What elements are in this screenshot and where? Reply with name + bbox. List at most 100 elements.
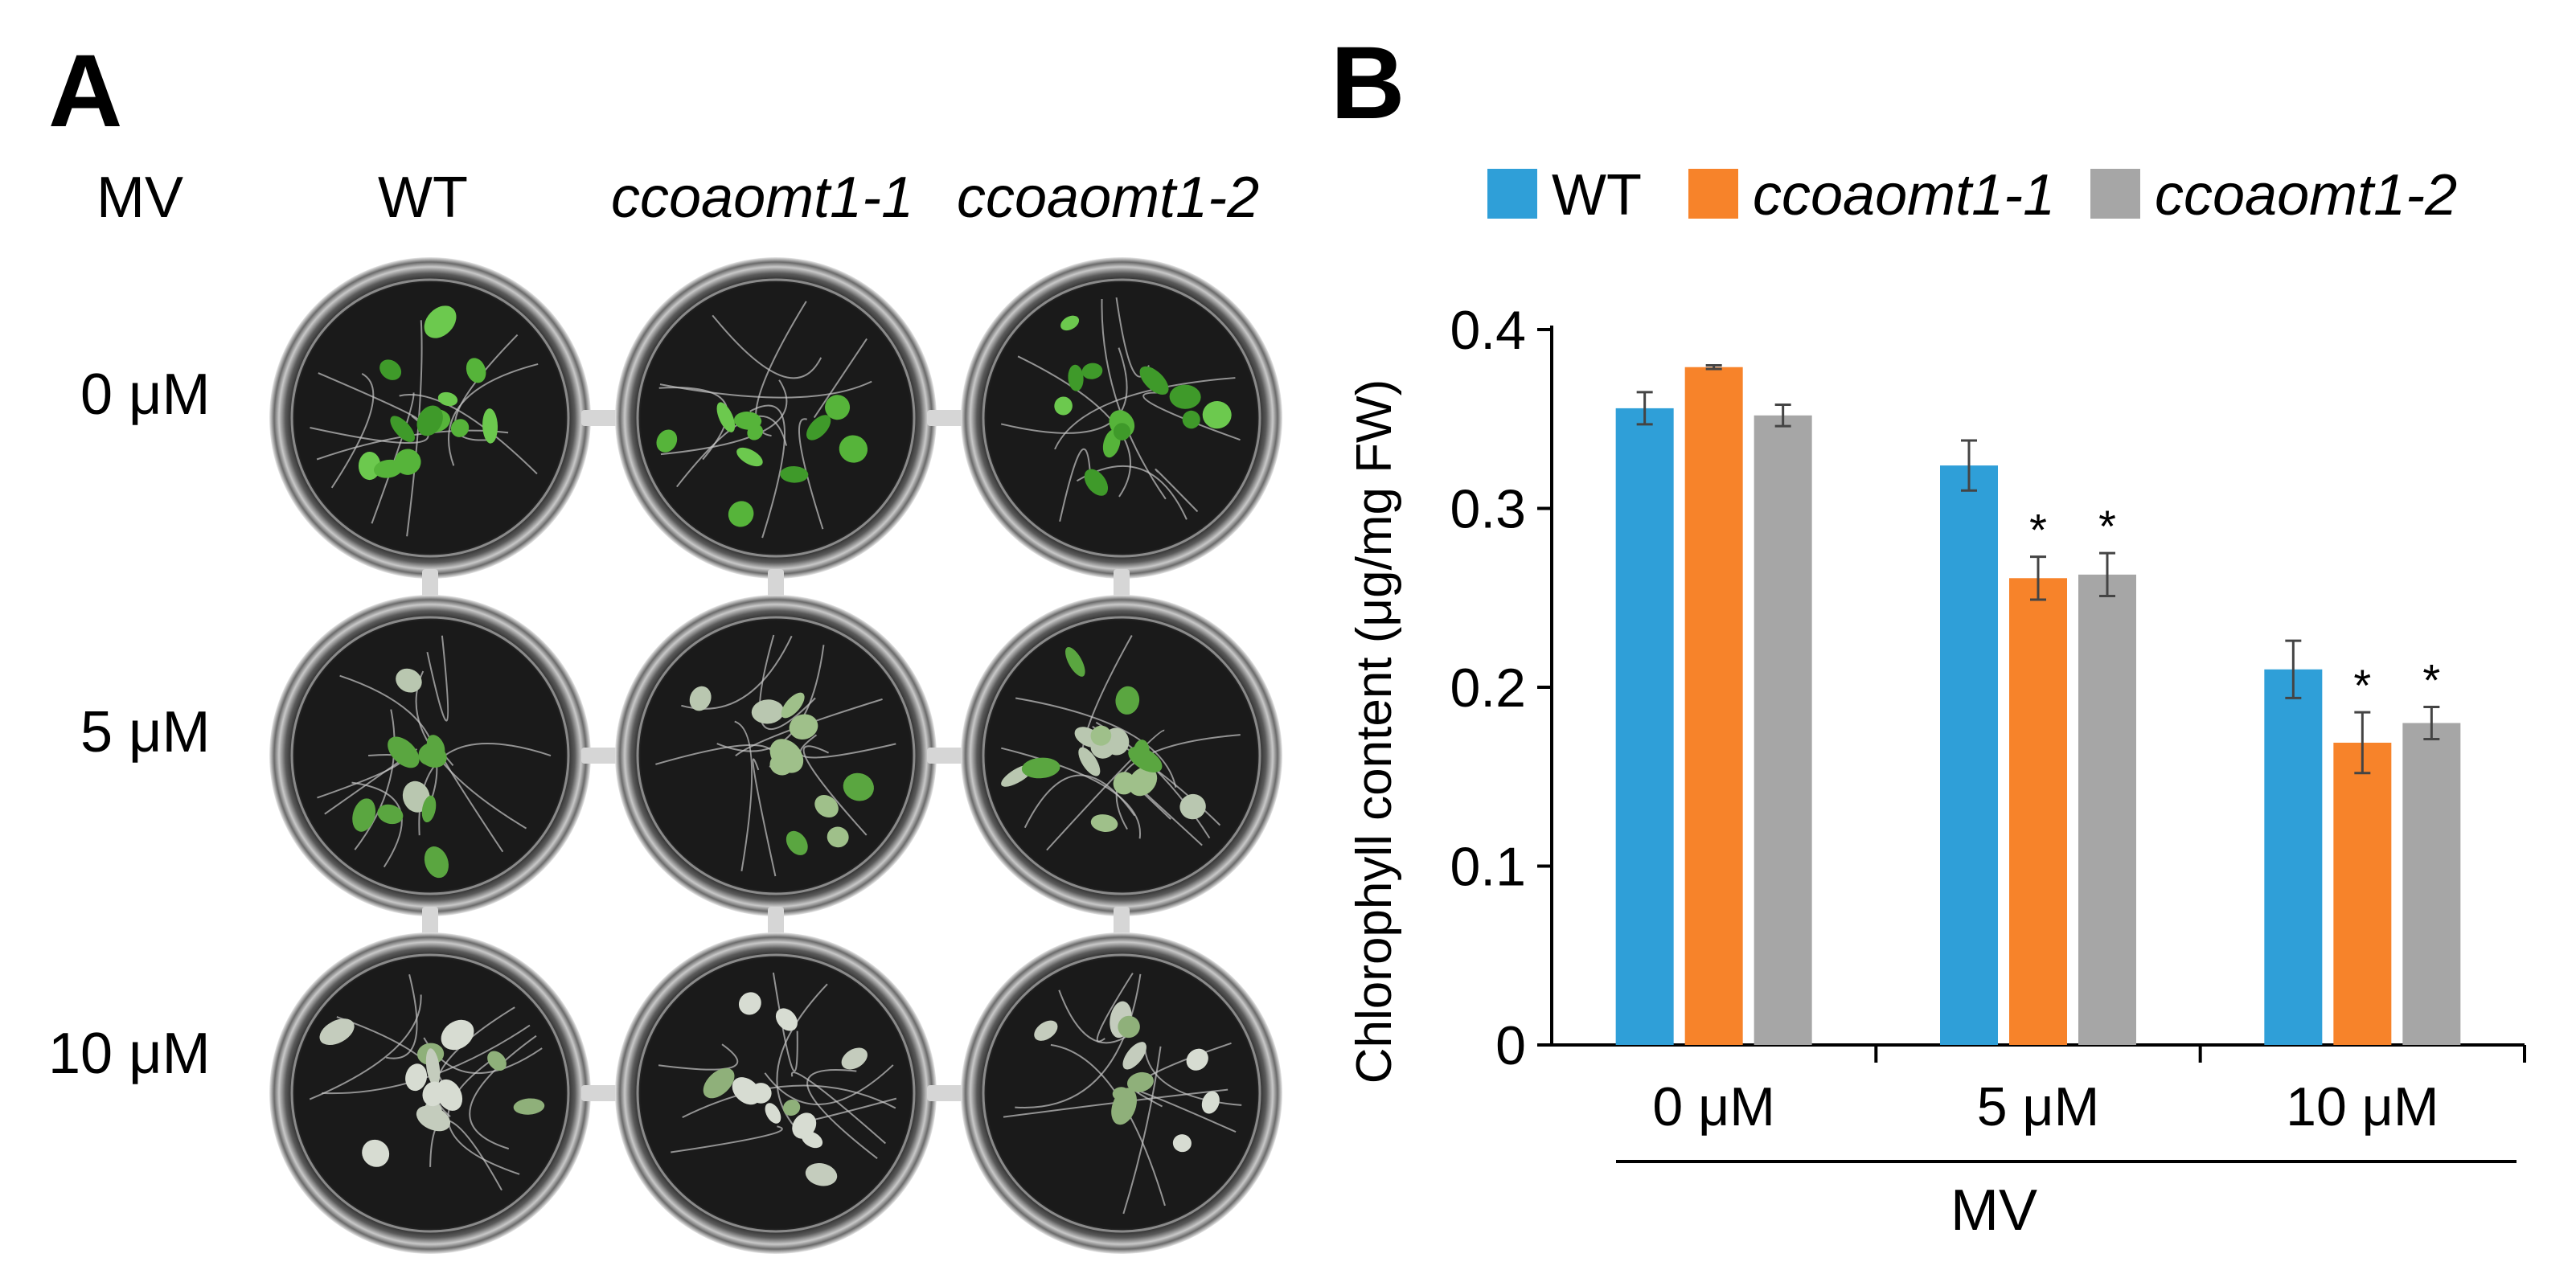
seedling-leaf xyxy=(1090,725,1112,746)
group-label-mv: MV xyxy=(1950,1178,2037,1243)
plate-clip xyxy=(581,748,625,764)
seedling-leaf xyxy=(1034,1020,1058,1041)
seedling-root xyxy=(799,734,896,759)
seedling-root xyxy=(659,380,872,399)
seedling-root xyxy=(660,379,788,456)
seedling-root xyxy=(716,645,825,752)
seedling-root xyxy=(1058,989,1129,1044)
bar xyxy=(2402,723,2461,1045)
x-category-label: 10 μM xyxy=(2286,1076,2439,1137)
seedling-root xyxy=(1101,298,1167,500)
x-category-label: 0 μM xyxy=(1652,1076,1775,1137)
seedling-root xyxy=(1096,973,1134,1043)
petri-plate xyxy=(269,257,591,579)
seedling-root xyxy=(434,1006,515,1117)
seedling-root xyxy=(671,1125,783,1153)
seedling-leaf xyxy=(751,699,785,724)
bar xyxy=(1615,408,1674,1045)
seedling-leaf xyxy=(388,736,420,768)
seedling-root xyxy=(354,709,396,850)
seedling-leaf xyxy=(703,1067,735,1099)
seedling-leaf xyxy=(749,1083,772,1104)
seedling-root xyxy=(776,983,828,1135)
seedling-leaf xyxy=(1090,814,1118,832)
x-category-label: 5 μM xyxy=(1977,1076,2100,1137)
petri-plate xyxy=(961,257,1282,579)
significance-asterisk: * xyxy=(2353,660,2371,711)
seedling-leaf xyxy=(806,415,831,440)
seedling-leaf xyxy=(425,1048,441,1087)
seedling-leaf xyxy=(656,429,678,453)
row-label-10uM: 10 μM xyxy=(48,1022,211,1086)
seedling-leaf xyxy=(424,1101,442,1119)
seedling-root xyxy=(1142,391,1241,441)
plate-clip xyxy=(581,1085,625,1101)
seedling-root xyxy=(752,758,777,877)
seedling-leaf xyxy=(1113,423,1131,440)
seedling-root xyxy=(1144,1048,1242,1106)
seedling-root xyxy=(351,781,403,868)
seedling-leaf xyxy=(716,402,736,432)
petri-plate xyxy=(269,932,591,1254)
seedling-leaf xyxy=(1112,1087,1130,1101)
seedling-leaf xyxy=(402,780,430,813)
seedling-leaf xyxy=(825,395,851,420)
mv-header-label: MV xyxy=(96,166,183,230)
seedling-root xyxy=(802,745,868,836)
seedling-leaf xyxy=(1021,757,1060,779)
seedling-leaf xyxy=(843,772,874,801)
seedling-leaf xyxy=(782,1099,801,1116)
petri-plate xyxy=(269,595,591,916)
row-label-0uM: 0 μM xyxy=(80,363,211,427)
seedling-leaf xyxy=(1126,1071,1154,1092)
seedling-leaf xyxy=(1115,686,1140,715)
seedling-root xyxy=(386,974,418,1059)
seedling-root xyxy=(682,1084,896,1119)
petri-plate xyxy=(615,595,937,916)
seedling-leaf xyxy=(1118,1015,1140,1039)
seedling-root xyxy=(330,373,375,489)
seedling-leaf xyxy=(765,1103,781,1124)
seedling-leaf xyxy=(1182,410,1200,429)
seedling-leaf xyxy=(1169,384,1201,409)
seedling-leaf xyxy=(1139,366,1169,395)
seedling-leaf xyxy=(450,419,470,437)
seedling-root xyxy=(758,634,816,731)
genotype-header-wt: WT xyxy=(378,166,468,230)
seedling-root xyxy=(1059,448,1091,522)
seedling-leaf xyxy=(482,408,498,444)
y-tick-label: 0.1 xyxy=(1450,837,1526,898)
chart-legend: WT ccoaomt1-1 ccoaomt1-2 xyxy=(1487,163,2457,227)
seedling-leaf xyxy=(747,424,763,440)
petri-plate xyxy=(615,257,937,579)
seedling-root xyxy=(1115,734,1241,830)
seedling-root xyxy=(1134,1089,1237,1133)
seedling-leaf xyxy=(1122,1042,1146,1070)
y-tick-label: 0.2 xyxy=(1450,658,1526,719)
bar xyxy=(1754,415,1812,1045)
seedling-leaf xyxy=(801,1131,823,1149)
seedling-leaf xyxy=(1186,1048,1208,1071)
seedling-leaf xyxy=(786,830,808,855)
seedling-leaf xyxy=(780,465,809,483)
bar xyxy=(2264,669,2323,1045)
bar xyxy=(2009,578,2067,1045)
seedling-root xyxy=(1122,1046,1162,1215)
seedling-root xyxy=(426,635,449,722)
seedling-leaf xyxy=(1202,400,1232,429)
seedling-leaf xyxy=(814,795,839,818)
y-tick-label: 0 xyxy=(1495,1015,1526,1076)
seedling-leaf xyxy=(1068,364,1084,391)
seedling-leaf xyxy=(418,743,441,765)
seedling-leaf xyxy=(1113,772,1136,795)
seedling-leaf xyxy=(805,1163,838,1186)
seedling-leaf xyxy=(362,1139,390,1167)
legend-swatch-ccoaomt1-1 xyxy=(1688,169,1738,219)
seedling-root xyxy=(798,418,824,530)
seedling-leaf xyxy=(1084,469,1109,496)
panel-b-letter: B xyxy=(1331,26,1405,141)
seedling-leaf xyxy=(769,739,804,773)
seedling-root xyxy=(469,1035,537,1150)
seedling-leaf xyxy=(1128,746,1163,773)
seedling-root xyxy=(1001,747,1141,839)
